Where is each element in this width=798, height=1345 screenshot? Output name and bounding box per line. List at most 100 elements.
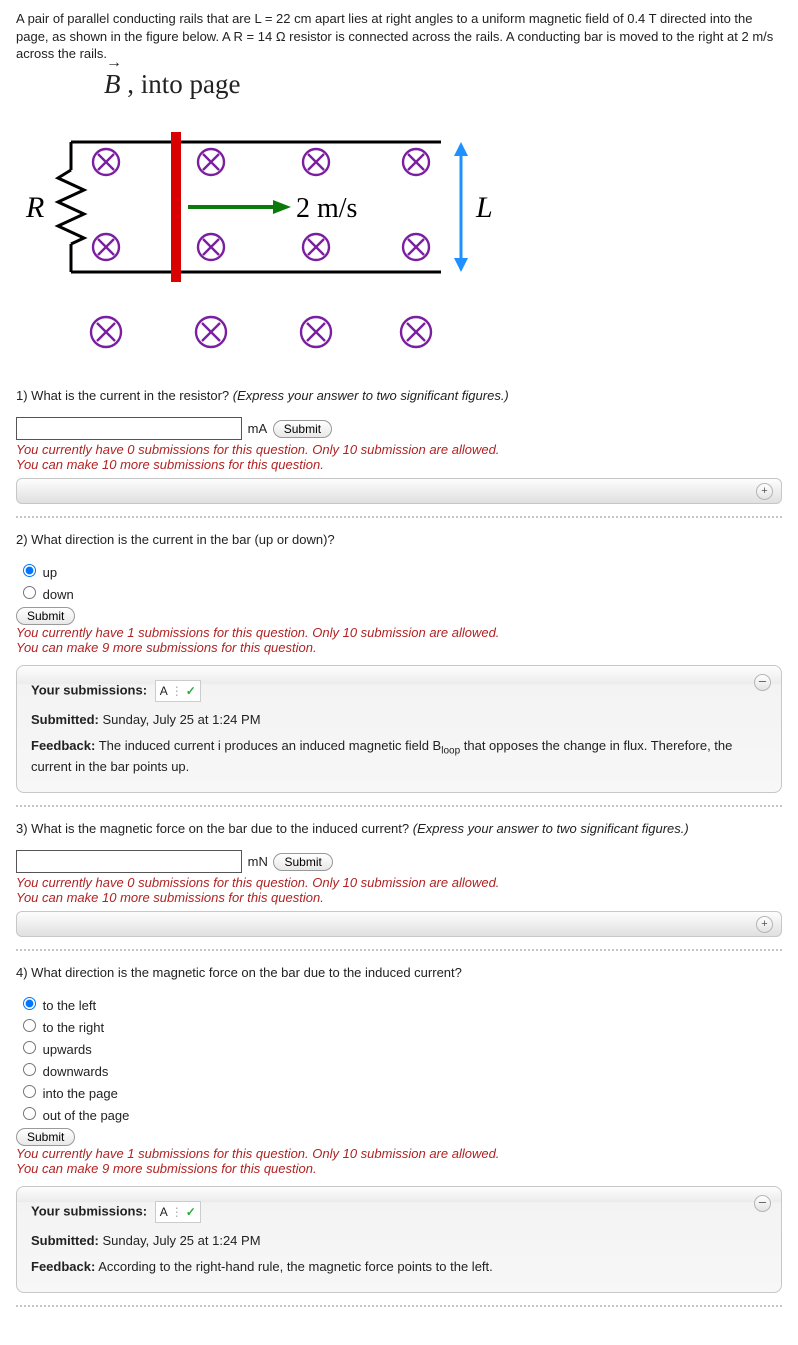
q2-feedback-pre: The induced current i produces an induce… [95,738,441,753]
q2-submit-button[interactable]: Submit [16,607,75,625]
q2-your-submissions-label: Your submissions: [31,682,147,697]
q4-status-1: You currently have 1 submissions for thi… [16,1146,782,1161]
q1-status-2: You can make 10 more submissions for thi… [16,457,782,472]
q4-option-down[interactable]: downwards [18,1060,782,1082]
q2-prompt: 2) What direction is the current in the … [16,532,782,547]
q2-submitted-row: Submitted: Sunday, July 25 at 1:24 PM [31,712,767,727]
minus-icon[interactable]: – [754,674,771,691]
minus-icon[interactable]: – [754,1195,771,1212]
q4-option-into[interactable]: into the page [18,1082,782,1104]
divider-icon: ⋮ [171,684,183,698]
q2-options: up down [18,561,782,605]
q2-status-2: You can make 9 more submissions for this… [16,640,782,655]
q2-option-up[interactable]: up [18,561,782,583]
q4-submit-button[interactable]: Submit [16,1128,75,1146]
q4-options: to the left to the right upwards downwar… [18,994,782,1127]
q2-submitted-label: Submitted: [31,712,99,727]
separator [16,516,782,518]
problem-intro: A pair of parallel conducting rails that… [16,10,782,63]
q4-submission-box: – Your submissions: A⋮✓ Submitted: Sunda… [16,1186,782,1293]
plus-icon: + [756,916,773,933]
q2-status-1: You currently have 1 submissions for thi… [16,625,782,640]
separator [16,1305,782,1307]
q4-radio-down[interactable] [23,1063,36,1076]
q3-answer-row: mN Submit [16,850,782,873]
q4-feedback-label: Feedback: [31,1259,95,1274]
q2-option-down-label: down [43,587,74,602]
q2-feedback-row: Feedback: The induced current i produces… [31,737,767,776]
q2-submitted-when: Sunday, July 25 at 1:24 PM [99,712,261,727]
q4-feedback-text: According to the right-hand rule, the ma… [95,1259,492,1274]
divider-icon: ⋮ [171,1205,183,1219]
q2-submission-box: – Your submissions: A⋮✓ Submitted: Sunda… [16,665,782,793]
figure-l-label: L [475,191,493,224]
q1-submit-button[interactable]: Submit [273,420,332,438]
plus-icon: + [756,483,773,500]
q1-answer-input[interactable] [16,417,242,440]
q2-feedback-label: Feedback: [31,738,95,753]
q4-option-left-label: to the left [43,998,96,1013]
q2-grade-letter: A [160,684,168,698]
separator [16,949,782,951]
q3-status-2: You can make 10 more submissions for thi… [16,890,782,905]
q4-option-out-label: out of the page [43,1108,130,1123]
q1-prompt: 1) What is the current in the resistor? … [16,388,782,403]
separator [16,805,782,807]
q4-option-out[interactable]: out of the page [18,1104,782,1126]
q4-submitted-row: Submitted: Sunday, July 25 at 1:24 PM [31,1233,767,1248]
q4-option-left[interactable]: to the left [18,994,782,1016]
question-1: 1) What is the current in the resistor? … [16,388,782,518]
figure-caption: →B , into page [104,69,782,100]
q4-radio-into[interactable] [23,1085,36,1098]
check-icon: ✓ [186,1205,196,1219]
q3-prompt-hint: (Express your answer to two significant … [413,821,689,836]
q4-radio-right[interactable] [23,1019,36,1032]
q4-radio-up[interactable] [23,1041,36,1054]
q4-grade-letter: A [160,1205,168,1219]
q3-expand-bar[interactable]: + [16,911,782,937]
question-4: 4) What direction is the magnetic force … [16,965,782,1307]
q4-option-up-label: upwards [43,1042,92,1057]
q4-option-right[interactable]: to the right [18,1016,782,1038]
q2-option-up-label: up [43,565,57,580]
q4-your-submissions-row: Your submissions: A⋮✓ [31,1201,767,1223]
q2-your-submissions-row: Your submissions: A⋮✓ [31,680,767,702]
q3-submit-button[interactable]: Submit [273,853,332,871]
q3-unit: mN [248,854,268,869]
figure-b-label: B [104,69,121,99]
q4-submitted-label: Submitted: [31,1233,99,1248]
figure-vel-label: 2 m/s [296,193,357,224]
q2-radio-down[interactable] [23,586,36,599]
q4-submitted-when: Sunday, July 25 at 1:24 PM [99,1233,261,1248]
figure-r-label: R [25,191,44,224]
figure-svg: R 2 m/s L [16,102,506,362]
q1-unit: mA [248,421,268,436]
q2-feedback-sub: loop [441,746,460,757]
q4-option-right-label: to the right [43,1020,104,1035]
q4-prompt: 4) What direction is the magnetic force … [16,965,782,980]
q4-option-up[interactable]: upwards [18,1038,782,1060]
check-icon: ✓ [186,684,196,698]
q1-prompt-text: 1) What is the current in the resistor? [16,388,233,403]
figure-caption-rest: , into page [121,69,241,99]
q2-option-down[interactable]: down [18,583,782,605]
q4-option-into-label: into the page [43,1086,118,1101]
figure: →B , into page [16,69,782,362]
q1-answer-row: mA Submit [16,417,782,440]
q1-status-1: You currently have 0 submissions for thi… [16,442,782,457]
q2-grade-box: A⋮✓ [155,680,201,702]
q3-answer-input[interactable] [16,850,242,873]
q1-expand-bar[interactable]: + [16,478,782,504]
q2-radio-up[interactable] [23,564,36,577]
q3-prompt-text: 3) What is the magnetic force on the bar… [16,821,413,836]
q4-your-submissions-label: Your submissions: [31,1204,147,1219]
q4-grade-box: A⋮✓ [155,1201,201,1223]
q4-radio-left[interactable] [23,997,36,1010]
q3-status-1: You currently have 0 submissions for thi… [16,875,782,890]
q3-prompt: 3) What is the magnetic force on the bar… [16,821,782,836]
q4-radio-out[interactable] [23,1107,36,1120]
q4-feedback-row: Feedback: According to the right-hand ru… [31,1258,767,1276]
question-2: 2) What direction is the current in the … [16,532,782,807]
q4-option-down-label: downwards [43,1064,109,1079]
q4-status-2: You can make 9 more submissions for this… [16,1161,782,1176]
